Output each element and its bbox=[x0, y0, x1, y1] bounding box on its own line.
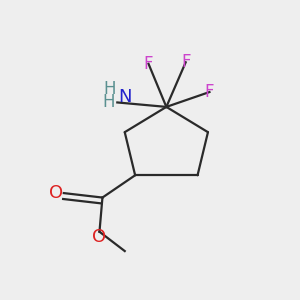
Text: F: F bbox=[205, 83, 214, 101]
Text: H: H bbox=[102, 93, 115, 111]
Text: F: F bbox=[181, 53, 190, 71]
Text: F: F bbox=[144, 55, 153, 73]
Text: O: O bbox=[49, 184, 63, 202]
Text: H: H bbox=[103, 80, 116, 98]
Text: O: O bbox=[92, 228, 106, 246]
Text: N: N bbox=[118, 88, 131, 106]
